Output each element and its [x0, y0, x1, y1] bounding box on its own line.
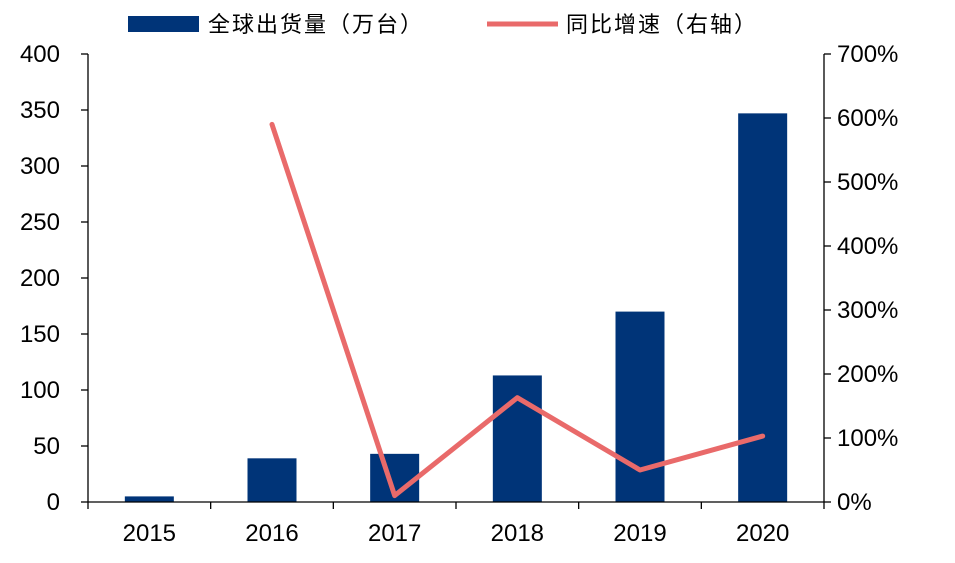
legend-line-label: 同比增速（右轴）	[566, 13, 758, 38]
y-right-tick-label: 400%	[837, 233, 898, 260]
y-right-tick-label: 700%	[837, 41, 898, 68]
x-tick-label: 2019	[613, 520, 666, 547]
y-left-tick-label: 100	[20, 377, 60, 404]
bar	[247, 458, 297, 502]
legend: 全球出货量（万台） 同比增速（右轴）	[128, 13, 758, 38]
y-right-tick-label: 0%	[837, 489, 872, 516]
x-tick-label: 2015	[123, 520, 176, 547]
y-right-tick-label: 100%	[837, 425, 898, 452]
x-tick-label: 2017	[368, 520, 421, 547]
growth-line	[269, 121, 766, 499]
bar-series	[124, 113, 788, 503]
x-tick-label: 2020	[736, 520, 789, 547]
y-left-tick-label: 200	[20, 265, 60, 292]
bar	[124, 496, 174, 502]
y-left-tick-label: 400	[20, 41, 60, 68]
x-tick-label: 2018	[491, 520, 544, 547]
y-left-tick-label: 250	[20, 209, 60, 236]
bar	[492, 375, 542, 502]
y-right-tick-label: 600%	[837, 105, 898, 132]
legend-bar-swatch	[128, 16, 199, 32]
y-right-tick-label: 200%	[837, 361, 898, 388]
legend-bar-label: 全球出货量（万台）	[208, 13, 424, 38]
axes: 0 50 100 150 200 250 300 350 400 0% 100% 200% 300% 40…	[20, 41, 898, 547]
y-left-tick-label: 0	[47, 489, 60, 516]
y-right-tick-label: 500%	[837, 169, 898, 196]
y-left-tick-label: 50	[33, 433, 60, 460]
line-series	[269, 121, 766, 499]
y-left-tick-label: 150	[20, 321, 60, 348]
y-right-tick-label: 300%	[837, 297, 898, 324]
bar	[738, 113, 788, 503]
y-left-tick-label: 350	[20, 97, 60, 124]
y-left-tick-label: 300	[20, 153, 60, 180]
x-tick-label: 2016	[245, 520, 298, 547]
bar	[615, 311, 665, 502]
